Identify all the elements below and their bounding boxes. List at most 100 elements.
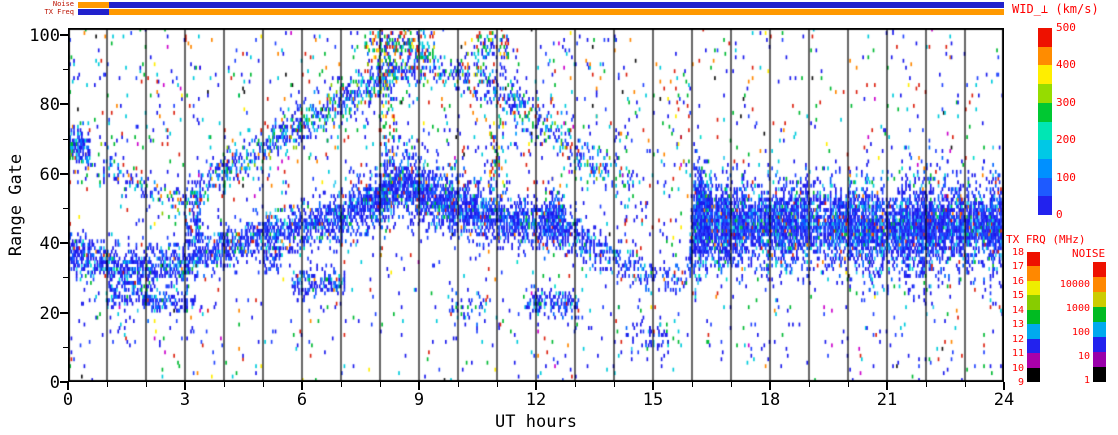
y-tick <box>63 277 68 279</box>
y-tick <box>60 33 68 36</box>
x-tick <box>457 382 459 387</box>
x-tick <box>184 382 186 390</box>
y-tick <box>60 172 68 175</box>
colorbar-segment <box>1038 46 1052 66</box>
colorbar-segment <box>1038 84 1052 103</box>
noise-tick-label: 1000 <box>1065 303 1090 314</box>
x-tick <box>301 382 303 390</box>
y-tick <box>60 103 68 106</box>
colorbar-segment <box>1038 121 1052 141</box>
strip-segment <box>108 9 1004 15</box>
colorbar-segment <box>1038 158 1052 178</box>
colorbar-segment <box>1093 352 1106 367</box>
x-tick <box>379 382 381 387</box>
x-axis-title: UT hours <box>495 412 577 432</box>
noise-tick-label: 10000 <box>1059 279 1090 290</box>
y-tick-label: 0 <box>49 373 60 393</box>
noise-strip-bar <box>78 2 1004 8</box>
x-tick <box>925 382 927 387</box>
colorbar-segment <box>1027 338 1040 354</box>
x-tick-label: 3 <box>179 390 191 410</box>
y-tick-label: 40 <box>39 234 60 255</box>
x-tick <box>340 382 342 387</box>
x-tick <box>652 382 654 390</box>
colorbar-segment <box>1093 262 1106 277</box>
x-tick <box>613 382 615 387</box>
wid-tick-label: 100 <box>1056 170 1076 184</box>
x-tick <box>145 382 147 387</box>
noise-tick-label: 1 <box>1083 375 1090 386</box>
x-tick <box>418 382 420 390</box>
colorbar-segment <box>1027 367 1040 382</box>
colorbar-segment <box>1038 102 1052 122</box>
colorbar-segment <box>1027 266 1040 281</box>
colorbar-segment <box>1093 292 1106 307</box>
colorbar-segment <box>1093 322 1106 337</box>
x-tick <box>808 382 810 387</box>
strip-segment <box>78 9 109 15</box>
txfrq-tick-label: 11 <box>1011 348 1024 360</box>
x-tick <box>496 382 498 387</box>
y-tick <box>60 242 68 245</box>
x-tick <box>964 382 966 387</box>
x-tick-label: 24 <box>993 390 1015 410</box>
x-tick <box>886 382 888 390</box>
txfrq-tick-label: 16 <box>1011 275 1024 287</box>
x-tick <box>1003 382 1005 390</box>
txfreq-strip-label: TX Freq <box>44 7 74 16</box>
wid-tick-label: 200 <box>1056 133 1076 147</box>
txfrq-tick-label: 10 <box>1011 362 1024 374</box>
x-tick <box>769 382 771 390</box>
colorbar-segment <box>1038 196 1052 215</box>
noise-tick-label: 100 <box>1071 327 1090 338</box>
y-tick <box>63 69 68 71</box>
noise-colorbar-title: NOISE <box>1072 247 1106 260</box>
y-tick <box>63 346 68 348</box>
x-tick <box>730 382 732 387</box>
x-tick-label: 6 <box>296 390 308 410</box>
x-tick-label: 18 <box>759 390 781 410</box>
txfrq-tick-label: 9 <box>1017 377 1024 388</box>
colorbar-segment <box>1038 177 1052 197</box>
x-tick-label: 21 <box>876 390 898 410</box>
txfrq-tick-label: 14 <box>1011 304 1024 316</box>
x-tick <box>847 382 849 387</box>
x-tick <box>262 382 264 387</box>
txfrq-colorbar-title: TX FRQ (MHz) <box>1006 233 1086 246</box>
colorbar-segment <box>1093 307 1106 322</box>
y-tick <box>60 381 68 383</box>
colorbar-segment <box>1038 65 1052 85</box>
txfrq-tick-label: 13 <box>1011 319 1024 331</box>
y-tick-label: 80 <box>39 95 60 116</box>
x-tick-label: 9 <box>413 390 425 410</box>
y-tick-label: 20 <box>39 303 60 324</box>
wid-tick-label: 0 <box>1056 208 1063 221</box>
txfrq-tick-label: 15 <box>1011 290 1024 302</box>
x-tick <box>67 382 69 390</box>
wid-tick-label: 400 <box>1056 58 1076 72</box>
y-tick <box>63 207 68 209</box>
y-tick <box>60 311 68 314</box>
wid-tick-label: 300 <box>1056 95 1076 109</box>
y-tick-label: 60 <box>39 164 60 185</box>
x-tick <box>223 382 225 387</box>
txfrq-tick-label: 17 <box>1011 261 1024 273</box>
colorbar-segment <box>1027 309 1040 325</box>
txfrq-tick-label: 12 <box>1011 333 1024 345</box>
txfrq-tick-label: 18 <box>1011 247 1024 258</box>
colorbar-segment <box>1038 140 1052 159</box>
colorbar-segment <box>1093 277 1106 292</box>
colorbar-segment <box>1027 295 1040 310</box>
x-tick <box>574 382 576 387</box>
colorbar-segment <box>1093 337 1106 352</box>
x-tick-label: 15 <box>642 390 664 410</box>
y-tick-label: 100 <box>29 25 60 46</box>
wid-colorbar-title: WID_⊥ (km/s) <box>1012 2 1099 16</box>
x-tick-label: 12 <box>525 390 547 410</box>
colorbar-segment <box>1093 367 1106 382</box>
strip-segment <box>78 2 109 8</box>
colorbar-segment <box>1027 252 1040 267</box>
txfreq-strip-bar <box>78 9 1004 15</box>
x-tick <box>535 382 537 390</box>
